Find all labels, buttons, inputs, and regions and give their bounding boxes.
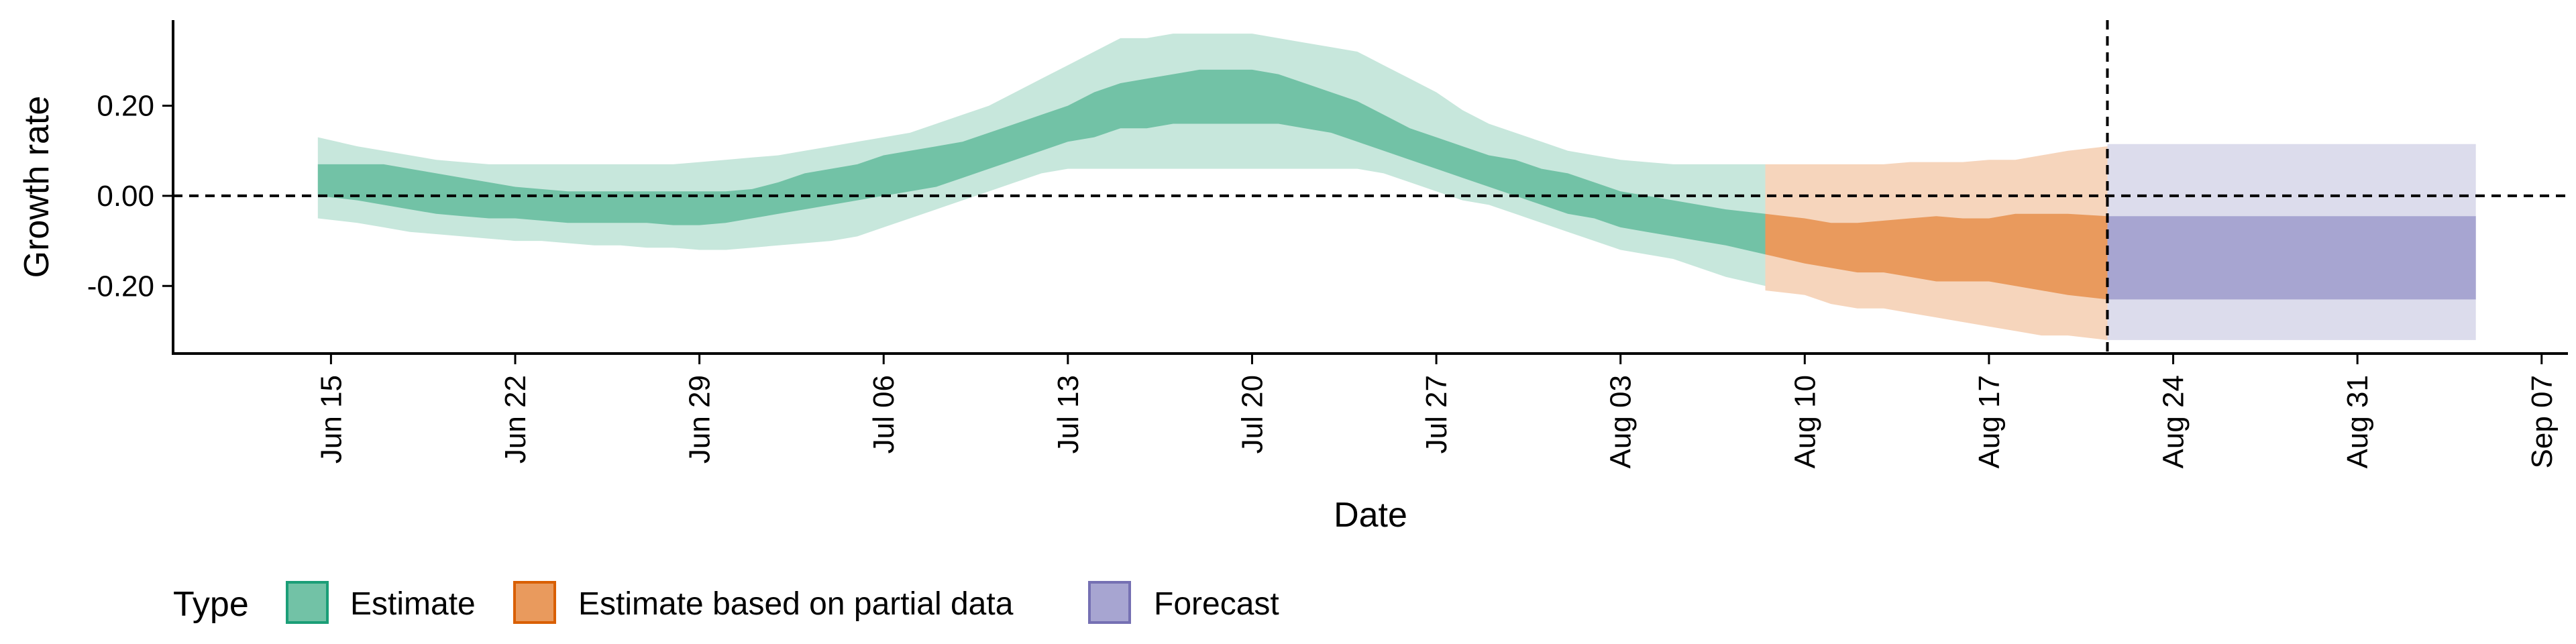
band-50-forecast [2107,216,2476,300]
legend-key-estimate-based-on-partial-data [513,581,556,624]
x-tick-label: Jun 15 [315,375,347,464]
reference-lines [173,20,2568,354]
legend-label: Estimate [350,586,476,622]
x-tick-label: Jun 22 [499,375,532,464]
legend-title: Type [173,585,249,624]
y-tick-label: 0.20 [97,90,154,123]
y-tick-label: -0.20 [87,270,154,303]
y-axis-title: Growth rate [17,96,56,278]
legend-label: Estimate based on partial data [578,586,1014,622]
x-tick-label: Jul 13 [1052,375,1085,453]
band-90-estimate [317,34,1766,286]
legend-key-forecast [1088,581,1131,624]
x-tick-label: Aug 10 [1788,375,1821,468]
x-tick-label: Jul 06 [867,375,900,453]
y-tick-label: 0.00 [97,180,154,213]
band-layer [317,34,2476,340]
x-tick-label: Aug 24 [2157,375,2190,468]
x-axis-title: Date [1334,496,1407,535]
axes: -0.20 0.00 0.20 Jun 15 Jun 22 Jun 29 Jul 06 Jul… [17,20,2568,535]
legend-key-estimate [286,581,329,624]
band-50-estimate [317,69,1766,255]
band-50-estimate-based-on-partial-data [1765,213,2108,300]
legend-label: Forecast [1154,586,1279,622]
x-tick-label: Aug 03 [1605,375,1638,468]
legend: Type Estimate Estimate based on partial da… [173,581,1279,624]
x-tick-label: Aug 31 [2341,375,2374,468]
x-tick-label: Sep 07 [2526,375,2559,468]
x-tick-label: Jun 29 [684,375,716,464]
x-tick-label: Jul 27 [1420,375,1453,453]
x-tick-label: Aug 17 [1973,375,2006,468]
x-tick-label: Jul 20 [1236,375,1269,453]
